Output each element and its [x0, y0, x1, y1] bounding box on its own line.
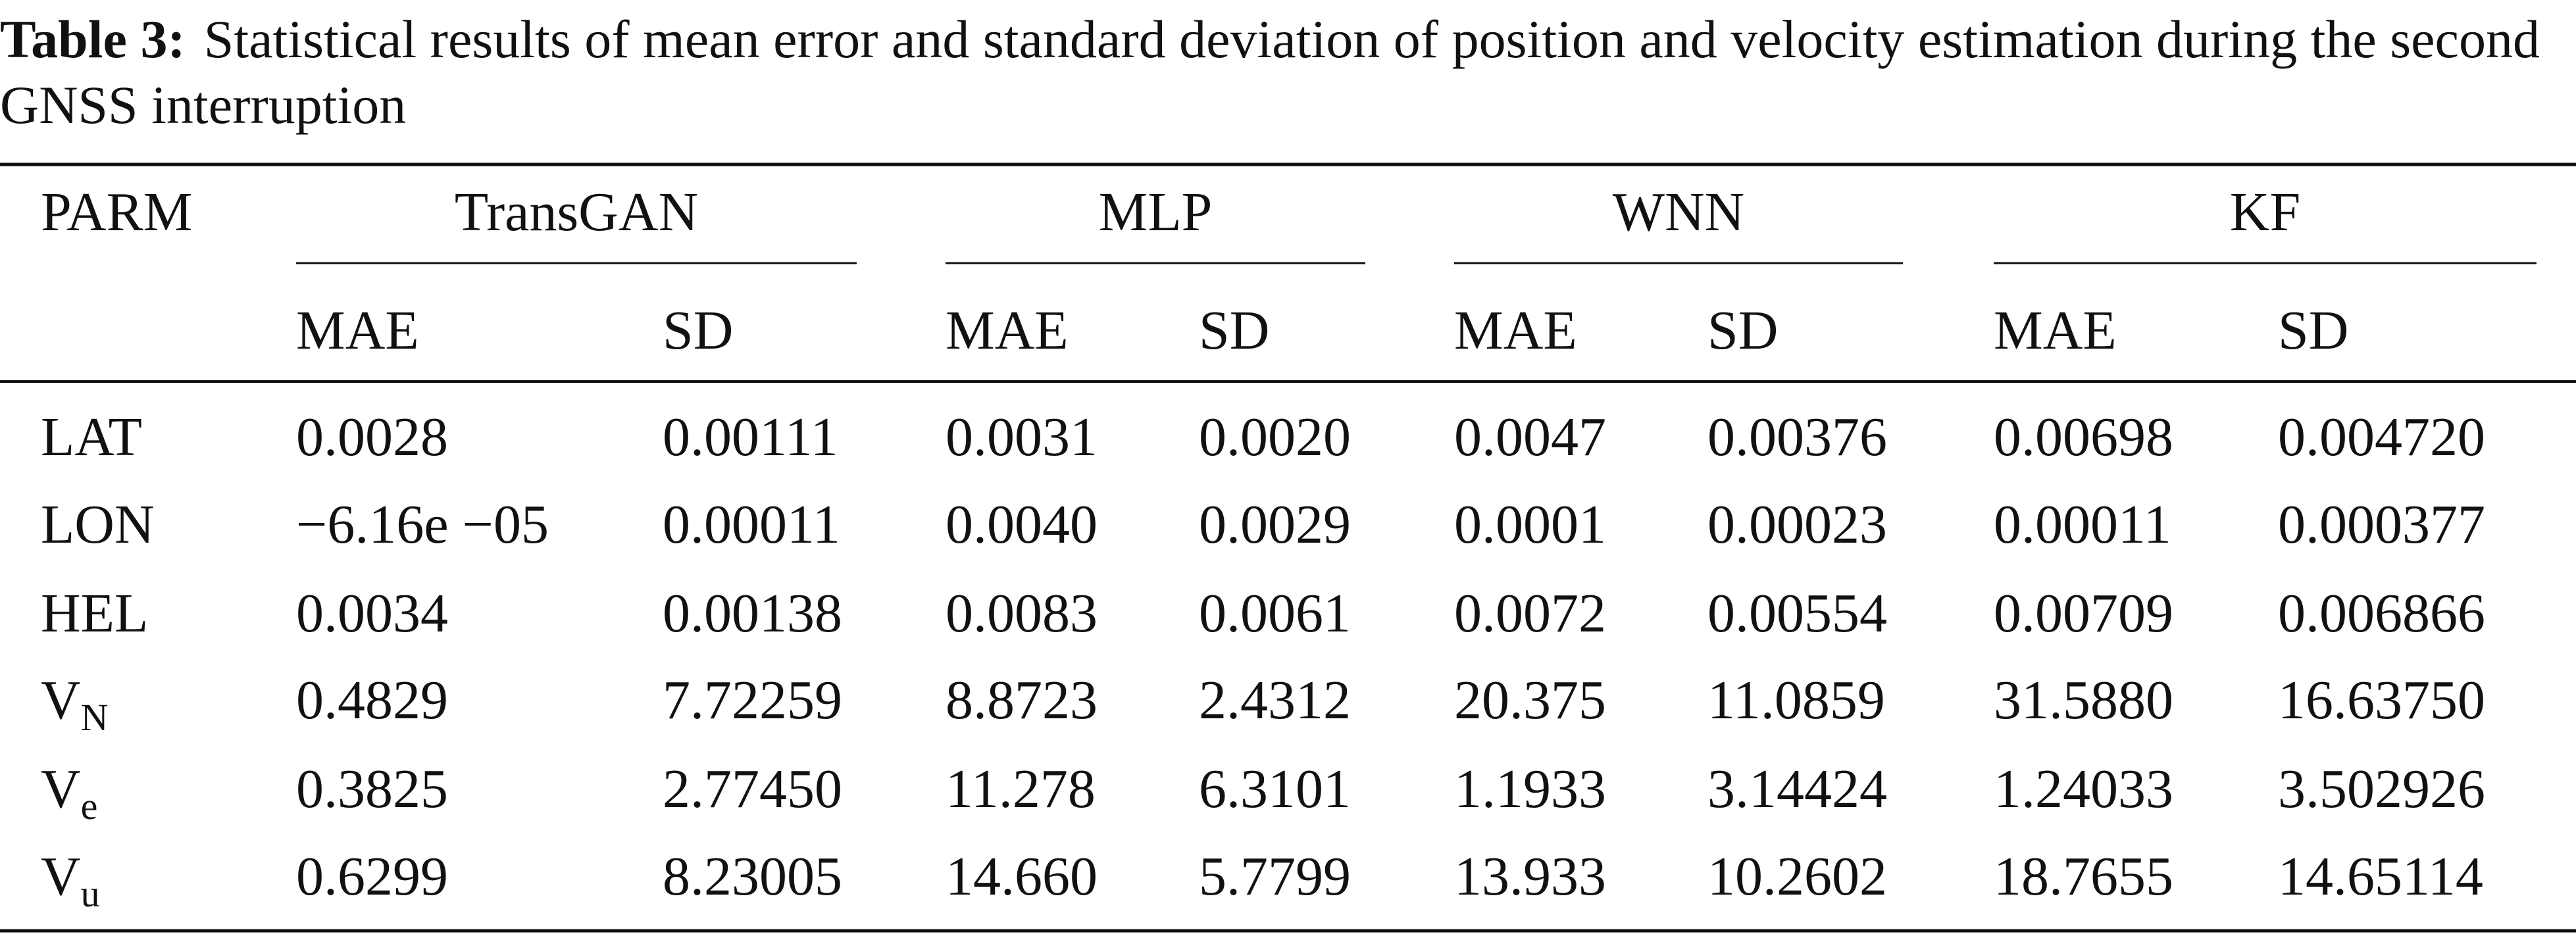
cell: 11.0859	[1707, 670, 1885, 731]
row-label-base: V	[41, 670, 81, 731]
row-label: Ve	[41, 758, 97, 827]
group-header: KF	[2230, 182, 2300, 243]
cell: 2.77450	[663, 758, 842, 820]
cell: 0.006866	[2278, 583, 2485, 644]
cell: 16.63750	[2278, 670, 2485, 731]
cell: 0.0083	[946, 583, 1098, 644]
cell: 14.660	[946, 846, 1098, 907]
cell: 0.0001	[1454, 494, 1606, 555]
cell: 5.7799	[1199, 846, 1351, 907]
cell: 0.0047	[1454, 407, 1606, 468]
cell: 18.7655	[1994, 846, 2173, 907]
column-header: MAE	[1454, 300, 1577, 361]
cell: 11.278	[946, 758, 1096, 820]
cell: 0.004720	[2278, 407, 2485, 468]
cell: 0.4829	[296, 670, 448, 731]
cell: −6.16e −05	[296, 494, 549, 555]
row-label-base: LON	[41, 494, 155, 555]
cell: 0.00376	[1707, 407, 1887, 468]
cell: 3.502926	[2278, 758, 2485, 820]
row-label-subscript: u	[81, 872, 100, 915]
cell: 0.0040	[946, 494, 1098, 555]
row-label-base: LAT	[41, 407, 142, 468]
row-label: LAT	[41, 407, 142, 468]
stub-header: PARM	[41, 182, 192, 243]
column-header: SD	[2278, 300, 2348, 361]
column-header: MAE	[296, 300, 419, 361]
cell: 3.14424	[1707, 758, 1887, 820]
cell: 13.933	[1454, 846, 1606, 907]
cell: 0.0020	[1199, 407, 1351, 468]
cell: 8.8723	[946, 670, 1098, 731]
cell: 31.5880	[1994, 670, 2173, 731]
group-header: WNN	[1613, 182, 1745, 243]
cell: 6.3101	[1199, 758, 1351, 820]
cell: 0.0061	[1199, 583, 1351, 644]
cell: 0.0031	[946, 407, 1098, 468]
caption-label: Table 3:	[0, 9, 186, 69]
group-header: MLP	[1099, 182, 1213, 243]
cell: 10.2602	[1707, 846, 1887, 907]
cell: 0.00138	[663, 583, 842, 644]
cell: 7.72259	[663, 670, 842, 731]
column-header: MAE	[946, 300, 1069, 361]
row-label: HEL	[41, 583, 148, 644]
cell: 0.00554	[1707, 583, 1887, 644]
cell: 0.00011	[1994, 494, 2171, 555]
cell: 0.0029	[1199, 494, 1351, 555]
cell: 0.000377	[2278, 494, 2485, 555]
cell: 20.375	[1454, 670, 1606, 731]
row-label: Vu	[41, 846, 100, 915]
cell: 2.4312	[1199, 670, 1351, 731]
column-header: SD	[663, 300, 733, 361]
row-label: LON	[41, 494, 155, 555]
cell: 0.00011	[663, 494, 840, 555]
cell: 0.0028	[296, 407, 448, 468]
cell: 1.24033	[1994, 758, 2173, 820]
cell: 0.6299	[296, 846, 448, 907]
column-header: MAE	[1994, 300, 2117, 361]
caption-text: Statistical results of mean error and st…	[0, 9, 2540, 135]
caption: Table 3: Statistical results of mean erro…	[0, 7, 2566, 138]
cell: 1.1933	[1454, 758, 1606, 820]
group-header: TransGAN	[455, 182, 698, 243]
row-label-subscript: e	[81, 785, 98, 827]
row-label-base: HEL	[41, 583, 148, 644]
cell: 0.00023	[1707, 494, 1887, 555]
row-label: VN	[41, 670, 109, 739]
row-label-base: V	[41, 846, 81, 907]
cell: 8.23005	[663, 846, 842, 907]
column-header: SD	[1707, 300, 1778, 361]
cell: 0.3825	[296, 758, 448, 820]
cell: 0.00709	[1994, 583, 2173, 644]
cell: 0.00698	[1994, 407, 2173, 468]
cell: 0.00111	[663, 407, 838, 468]
cell: 0.0072	[1454, 583, 1606, 644]
row-label-base: V	[41, 758, 81, 820]
cell: 0.0034	[296, 583, 448, 644]
column-header: SD	[1199, 300, 1269, 361]
cell: 14.65114	[2278, 846, 2483, 907]
row-label-subscript: N	[81, 696, 109, 739]
